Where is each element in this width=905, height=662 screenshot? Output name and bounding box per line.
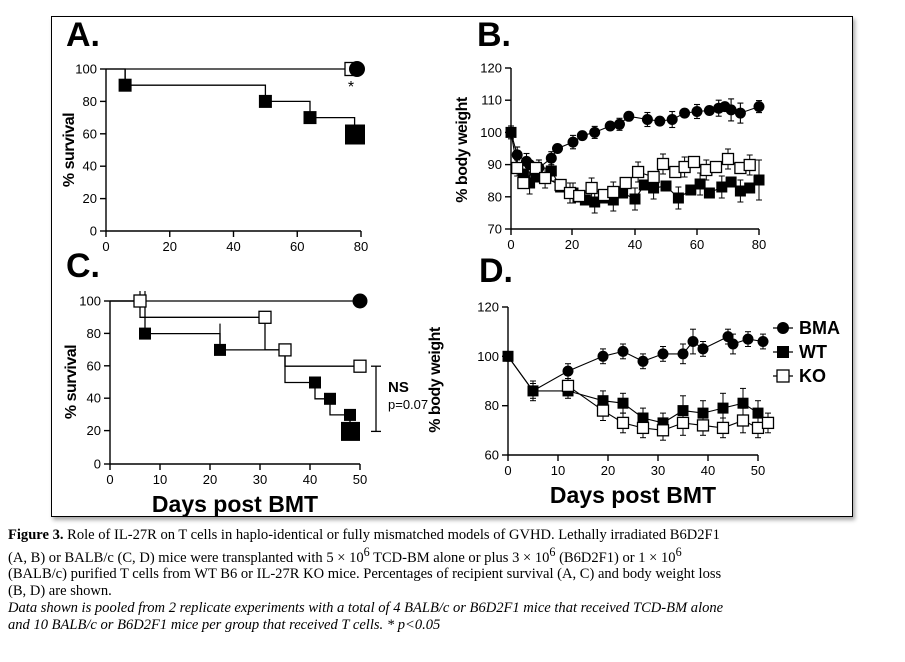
svg-text:0: 0	[504, 463, 511, 478]
svg-text:0: 0	[102, 239, 109, 254]
svg-text:100: 100	[75, 62, 97, 77]
svg-text:A.: A.	[66, 16, 100, 54]
svg-text:60: 60	[83, 126, 97, 141]
svg-text:60: 60	[690, 237, 704, 252]
svg-text:p=0.07: p=0.07	[388, 397, 428, 412]
svg-text:100: 100	[477, 349, 499, 364]
svg-text:% survival: % survival	[63, 345, 80, 419]
svg-text:20: 20	[163, 239, 177, 254]
svg-text:70: 70	[488, 222, 502, 237]
svg-text:80: 80	[752, 237, 766, 252]
svg-text:BMA: BMA	[799, 318, 840, 338]
svg-text:WT: WT	[799, 342, 827, 362]
svg-text:80: 80	[354, 239, 368, 254]
svg-text:% body weight: % body weight	[454, 96, 471, 203]
svg-text:40: 40	[83, 159, 97, 174]
svg-text:10: 10	[551, 463, 565, 478]
svg-text:120: 120	[477, 300, 499, 315]
svg-text:KO: KO	[799, 366, 826, 386]
svg-text:0: 0	[507, 237, 514, 252]
svg-text:90: 90	[488, 157, 502, 172]
svg-text:0: 0	[90, 224, 97, 239]
svg-text:20: 20	[565, 237, 579, 252]
svg-text:30: 30	[253, 472, 267, 487]
svg-text:80: 80	[83, 94, 97, 109]
svg-text:0: 0	[94, 457, 101, 472]
svg-text:40: 40	[87, 391, 101, 406]
svg-text:80: 80	[488, 189, 502, 204]
svg-text:40: 40	[303, 472, 317, 487]
svg-text:C.: C.	[66, 247, 100, 285]
svg-text:10: 10	[153, 472, 167, 487]
svg-text:50: 50	[751, 463, 765, 478]
svg-text:Days post BMT: Days post BMT	[152, 491, 318, 517]
svg-text:40: 40	[628, 237, 642, 252]
svg-text:60: 60	[290, 239, 304, 254]
svg-text:20: 20	[601, 463, 615, 478]
svg-text:20: 20	[83, 191, 97, 206]
svg-text:% survival: % survival	[61, 113, 78, 187]
svg-text:B.: B.	[477, 16, 511, 54]
svg-text:60: 60	[87, 358, 101, 373]
svg-text:80: 80	[87, 326, 101, 341]
svg-text:0: 0	[106, 472, 113, 487]
svg-text:50: 50	[353, 472, 367, 487]
svg-text:80: 80	[485, 398, 499, 413]
svg-text:Days post BMT: Days post BMT	[550, 482, 716, 508]
svg-text:100: 100	[480, 125, 502, 140]
svg-text:60: 60	[485, 448, 499, 463]
svg-text:*: *	[348, 79, 354, 96]
svg-text:NS: NS	[388, 379, 409, 396]
svg-text:% body weight: % body weight	[427, 326, 444, 433]
svg-text:40: 40	[701, 463, 715, 478]
svg-text:110: 110	[481, 93, 502, 108]
svg-text:40: 40	[226, 239, 240, 254]
svg-text:20: 20	[87, 423, 101, 438]
svg-text:D.: D.	[479, 252, 513, 290]
svg-text:30: 30	[651, 463, 665, 478]
svg-text:120: 120	[480, 61, 502, 76]
svg-text:20: 20	[203, 472, 217, 487]
svg-text:100: 100	[79, 294, 101, 309]
